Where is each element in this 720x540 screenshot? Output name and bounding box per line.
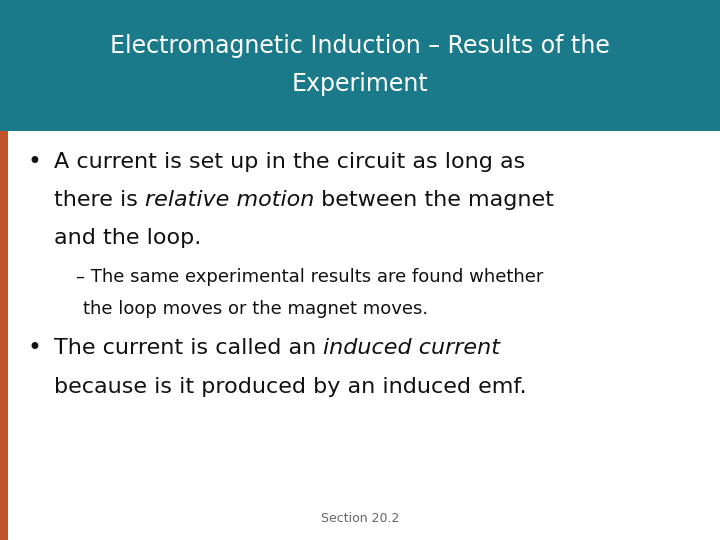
Text: there is: there is: [54, 190, 145, 210]
Text: Electromagnetic Induction – Results of the: Electromagnetic Induction – Results of t…: [110, 35, 610, 58]
Text: because is it produced by an induced emf.: because is it produced by an induced emf…: [54, 377, 526, 397]
Text: relative motion: relative motion: [145, 190, 315, 210]
Text: A current is set up in the circuit as long as: A current is set up in the circuit as lo…: [54, 152, 526, 172]
Text: between the magnet: between the magnet: [315, 190, 554, 210]
Text: The current is called an: The current is called an: [54, 338, 323, 359]
Text: •: •: [27, 336, 41, 360]
Text: Section 20.2: Section 20.2: [321, 512, 399, 525]
Text: Experiment: Experiment: [292, 72, 428, 96]
Bar: [0, 0, 720, 131]
Text: induced current: induced current: [323, 338, 500, 359]
Text: the loop moves or the magnet moves.: the loop moves or the magnet moves.: [83, 300, 428, 319]
Text: and the loop.: and the loop.: [54, 227, 202, 248]
Text: •: •: [27, 150, 41, 174]
Text: – The same experimental results are found whether: – The same experimental results are foun…: [76, 268, 543, 286]
Bar: [0, 131, 8, 540]
